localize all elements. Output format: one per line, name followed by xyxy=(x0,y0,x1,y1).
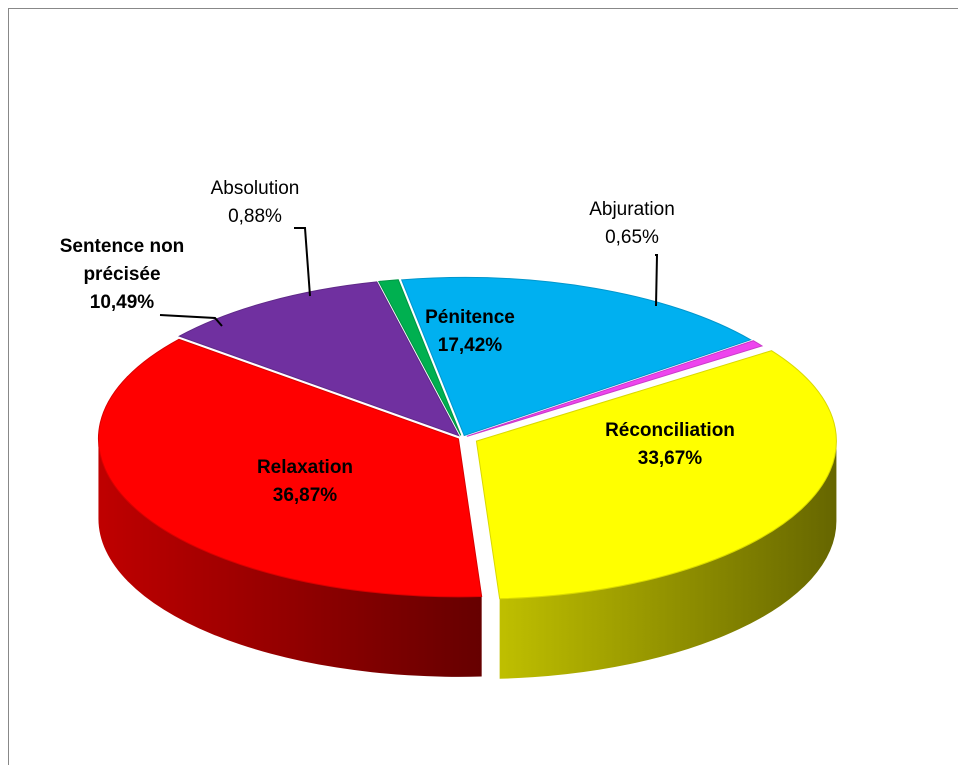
data-label: Relaxation 36,87% xyxy=(205,454,405,510)
category-label: Sentence non précisée xyxy=(59,236,185,285)
pie-slice xyxy=(466,340,764,437)
leader-line xyxy=(159,314,223,327)
data-label: Abjuration 0,65% xyxy=(552,196,712,252)
pie-slice xyxy=(475,350,837,600)
leader-line xyxy=(294,227,311,297)
data-label: Sentence non précisée 10,49% xyxy=(42,233,202,317)
pie-slice xyxy=(178,281,460,437)
value-label: 10,49% xyxy=(89,292,155,313)
data-label: Pénitence 17,42% xyxy=(370,304,570,360)
pie-slice xyxy=(400,276,752,437)
data-label: Absolution 0,88% xyxy=(175,175,335,231)
leader-line xyxy=(655,254,659,307)
value-label: 0,65% xyxy=(605,227,659,248)
value-label: 36,87% xyxy=(272,485,338,506)
category-label: Relaxation xyxy=(256,457,354,478)
category-label: Abjuration xyxy=(589,199,675,220)
category-label: Réconciliation xyxy=(605,420,735,441)
value-label: 0,88% xyxy=(228,206,282,227)
value-label: 33,67% xyxy=(637,448,703,469)
pie-side xyxy=(98,438,482,677)
pie-sides xyxy=(98,438,837,679)
data-label: Réconciliation 33,67% xyxy=(560,417,780,473)
pie-tops xyxy=(98,276,837,600)
pie-side xyxy=(499,441,837,679)
pie-slice xyxy=(98,338,483,598)
value-label: 17,42% xyxy=(437,335,503,356)
pie-slice xyxy=(377,279,462,436)
category-label: Absolution xyxy=(210,178,300,199)
category-label: Pénitence xyxy=(425,307,515,328)
